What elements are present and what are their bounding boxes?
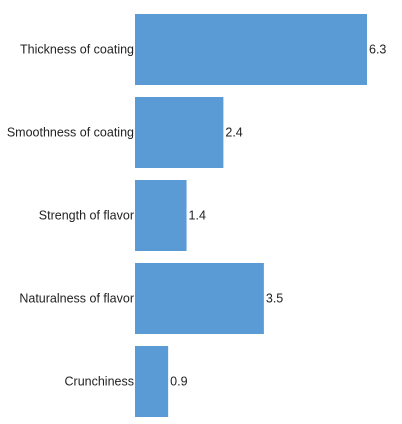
category-label-1: Smoothness of coating bbox=[7, 126, 134, 140]
bar-4 bbox=[135, 346, 169, 417]
value-label-0: 6.3 bbox=[369, 43, 386, 57]
bars-group bbox=[135, 14, 367, 417]
bar-0 bbox=[135, 14, 367, 85]
category-label-0: Thickness of coating bbox=[20, 43, 134, 57]
bar-1 bbox=[135, 97, 224, 168]
value-label-2: 1.4 bbox=[189, 209, 206, 223]
category-label-3: Naturalness of flavor bbox=[19, 292, 134, 306]
value-labels-group: 6.3 2.4 1.4 3.5 0.9 bbox=[170, 43, 386, 389]
category-label-4: Crunchiness bbox=[65, 375, 134, 389]
value-label-4: 0.9 bbox=[170, 375, 187, 389]
category-labels-group: Thickness of coating Smoothness of coatin… bbox=[7, 43, 134, 389]
bar-3 bbox=[135, 263, 264, 334]
bar-2 bbox=[135, 180, 187, 251]
value-label-3: 3.5 bbox=[266, 292, 283, 306]
category-label-2: Strength of flavor bbox=[39, 209, 134, 223]
value-label-1: 2.4 bbox=[225, 126, 242, 140]
